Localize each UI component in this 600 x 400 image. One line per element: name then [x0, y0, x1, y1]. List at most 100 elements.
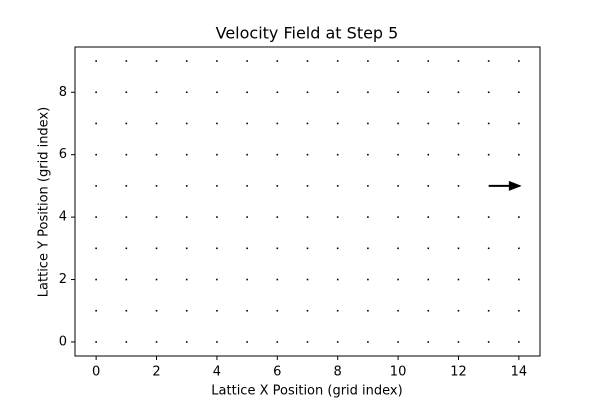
- vector-dot: [518, 247, 520, 250]
- vector-dot: [487, 122, 490, 125]
- vector-dot: [518, 122, 520, 125]
- x-tick-label: 8: [334, 365, 342, 380]
- vector-dot: [367, 122, 369, 125]
- vector-dot: [155, 309, 158, 312]
- vector-dot: [487, 247, 490, 250]
- vector-dot: [155, 153, 158, 156]
- vector-dot: [155, 185, 158, 187]
- vector-dot: [155, 122, 158, 125]
- vector-dot: [95, 278, 97, 281]
- vector-dot: [306, 122, 309, 125]
- vector-dot: [397, 91, 399, 94]
- x-tick-label: 10: [390, 365, 407, 380]
- vector-dot: [367, 341, 369, 343]
- vector-dot: [397, 309, 399, 312]
- vector-dot: [487, 309, 490, 312]
- vector-dot: [336, 341, 339, 343]
- vector-dot: [155, 278, 158, 281]
- vector-dot: [276, 60, 279, 62]
- vector-dot: [216, 91, 218, 94]
- vector-dot: [518, 278, 520, 281]
- vector-dot: [216, 341, 218, 343]
- vector-dot: [216, 153, 218, 156]
- vector-dot: [216, 278, 218, 281]
- vector-dot: [246, 153, 248, 156]
- vector-dot: [336, 247, 339, 250]
- vector-dot: [125, 60, 128, 62]
- vector-dot: [487, 91, 490, 94]
- vector-dot: [457, 247, 460, 250]
- vector-dot: [95, 216, 97, 218]
- x-tick-label: 14: [511, 365, 528, 380]
- vector-dot: [306, 341, 309, 343]
- vector-dot: [518, 60, 520, 62]
- vector-dot: [185, 185, 188, 187]
- vector-dot: [246, 309, 248, 312]
- vector-dot: [487, 278, 490, 281]
- vector-dot: [457, 91, 460, 94]
- vector-dot: [427, 247, 430, 250]
- y-tick-label: 6: [59, 147, 67, 162]
- vector-dot: [457, 278, 460, 281]
- vector-dot: [367, 216, 369, 218]
- vector-dot: [367, 60, 369, 62]
- vector-dot: [367, 309, 369, 312]
- vector-dot: [185, 247, 188, 250]
- vector-dot: [367, 278, 369, 281]
- vector-dot: [276, 247, 279, 250]
- vector-dot: [487, 216, 490, 218]
- vector-dot: [427, 153, 430, 156]
- vector-dot: [125, 216, 128, 218]
- vector-dot: [246, 185, 248, 187]
- vector-dot: [216, 185, 218, 187]
- vector-dot: [367, 153, 369, 156]
- vector-dot: [457, 309, 460, 312]
- vector-dot: [95, 91, 97, 94]
- vector-dot: [306, 185, 309, 187]
- vector-dot: [276, 153, 279, 156]
- vector-dot: [125, 153, 128, 156]
- vector-dot: [306, 278, 309, 281]
- vector-dot: [276, 91, 279, 94]
- vector-dot: [306, 309, 309, 312]
- vector-dot: [518, 91, 520, 94]
- vector-dot: [427, 309, 430, 312]
- vector-dot: [95, 185, 97, 187]
- vector-dot: [185, 216, 188, 218]
- vector-dot: [185, 153, 188, 156]
- vector-dot: [276, 278, 279, 281]
- vector-dot: [306, 60, 309, 62]
- vector-dot: [397, 216, 399, 218]
- vector-dot: [155, 247, 158, 250]
- vector-dot: [246, 278, 248, 281]
- vector-dot: [487, 60, 490, 62]
- vector-dot: [125, 309, 128, 312]
- vector-dot: [336, 185, 339, 187]
- vector-dot: [306, 247, 309, 250]
- vector-dot: [457, 216, 460, 218]
- vector-dot: [336, 309, 339, 312]
- vector-dot: [397, 341, 399, 343]
- vector-dot: [246, 91, 248, 94]
- vector-dot: [246, 216, 248, 218]
- vector-dot: [427, 278, 430, 281]
- vector-dot: [427, 216, 430, 218]
- vector-dot: [397, 247, 399, 250]
- vector-dot: [487, 153, 490, 156]
- vector-dot: [518, 341, 520, 343]
- vector-dot: [95, 247, 97, 250]
- vector-dot: [95, 122, 97, 125]
- vector-dot: [95, 153, 97, 156]
- vector-dot: [185, 341, 188, 343]
- vector-dot: [216, 216, 218, 218]
- vector-dot: [185, 91, 188, 94]
- vector-dot: [276, 216, 279, 218]
- vector-dot: [397, 278, 399, 281]
- chart-title: Velocity Field at Step 5: [216, 24, 399, 43]
- vector-dot: [246, 122, 248, 125]
- vector-dot: [246, 247, 248, 250]
- vector-dot: [397, 153, 399, 156]
- vector-dot: [125, 185, 128, 187]
